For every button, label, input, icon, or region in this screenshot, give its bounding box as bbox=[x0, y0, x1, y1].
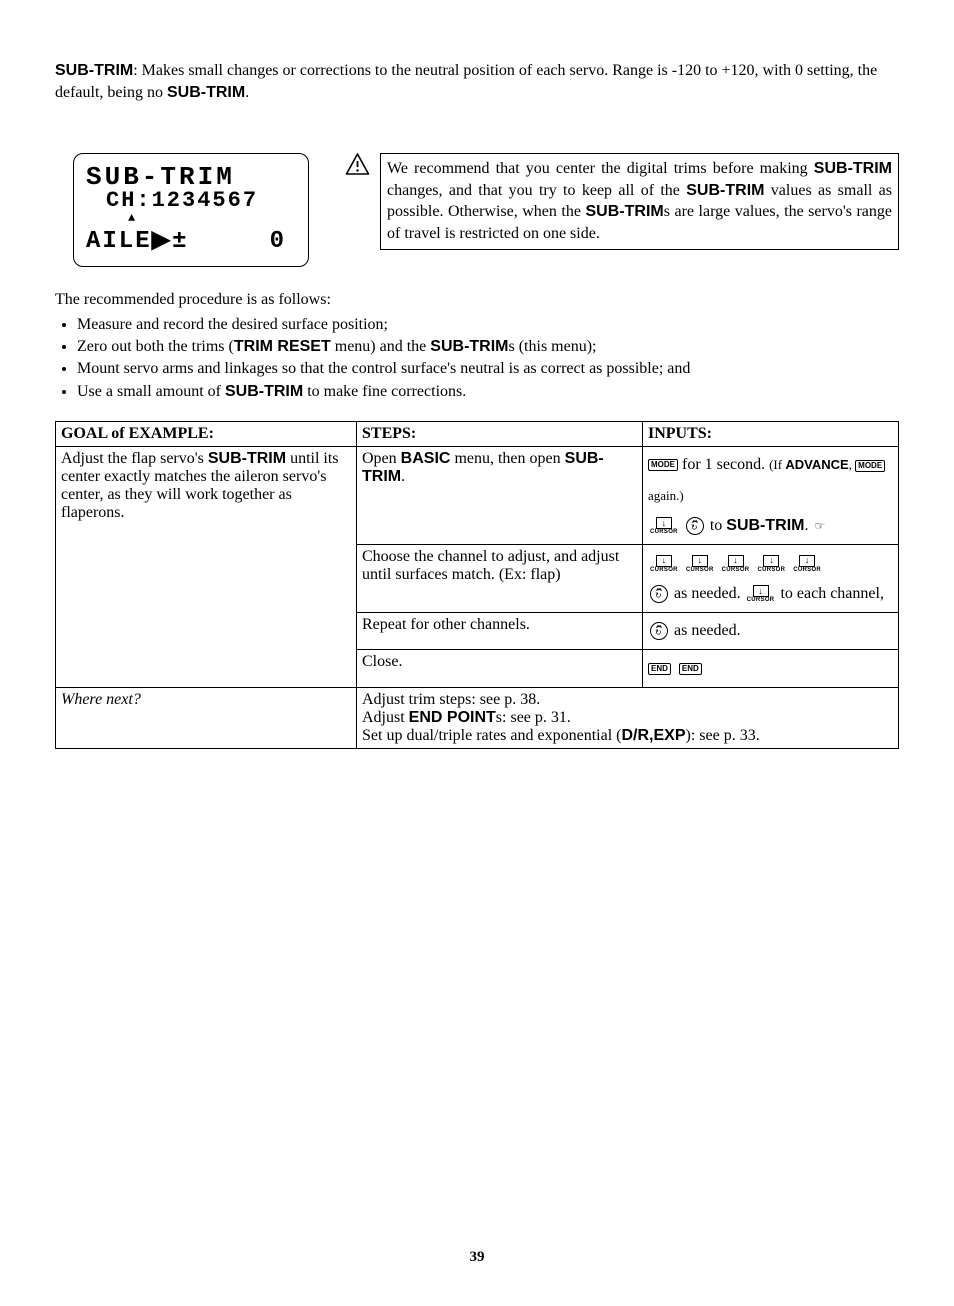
lcd-marker: ▲ bbox=[128, 212, 296, 224]
lcd-title: SUB-TRIM bbox=[86, 164, 296, 190]
inputs-cell: ↓CURSOR ↓CURSOR ↓CURSOR ↓CURSOR ↓CURSOR … bbox=[643, 545, 899, 613]
warning-icon bbox=[345, 153, 370, 175]
procedure-lead: The recommended procedure is as follows: bbox=[55, 289, 899, 311]
cursor-icon: ↓CURSOR bbox=[757, 555, 785, 573]
warning-box: We recommend that you center the digital… bbox=[380, 153, 899, 249]
intro-paragraph: SUB-TRIM: Makes small changes or correct… bbox=[55, 60, 899, 103]
inputs-cell: MODE for 1 second. (If ADVANCE, MODE aga… bbox=[643, 447, 899, 545]
example-table: GOAL of EXAMPLE: STEPS: INPUTS: Adjust t… bbox=[55, 421, 899, 749]
dial-icon: ↻ bbox=[650, 585, 668, 603]
cursor-icon: ↓CURSOR bbox=[747, 585, 775, 603]
dial-icon: ↻ bbox=[650, 622, 668, 640]
mode-button-icon: MODE bbox=[648, 459, 678, 471]
press-icon: ☞ bbox=[814, 515, 824, 538]
cursor-icon: ↓CURSOR bbox=[686, 555, 714, 573]
where-next-label: Where next? bbox=[56, 687, 357, 748]
dial-icon: ↻ bbox=[686, 517, 704, 535]
procedure-item: Zero out both the trims (TRIM RESET menu… bbox=[77, 336, 899, 358]
cursor-icon: ↓CURSOR bbox=[793, 555, 821, 573]
goal-cell: Adjust the flap servo's SUB-TRIM until i… bbox=[56, 447, 357, 688]
step-cell: Open BASIC menu, then open SUB-TRIM. bbox=[357, 447, 643, 545]
intro-term: SUB-TRIM bbox=[55, 62, 133, 79]
end-button-icon: END bbox=[648, 663, 671, 675]
lcd-screen: SUB-TRIM CH:1234567 ▲ AILE▶± 0 bbox=[73, 153, 309, 267]
procedure-item: Mount servo arms and linkages so that th… bbox=[77, 358, 899, 380]
cursor-icon: ↓CURSOR bbox=[650, 517, 678, 535]
lcd-value-row: AILE▶± 0 bbox=[86, 230, 296, 254]
lcd-channels: CH:1234567 bbox=[106, 190, 296, 212]
where-next-content: Adjust trim steps: see p. 38. Adjust END… bbox=[357, 687, 899, 748]
step-cell: Close. bbox=[357, 650, 643, 687]
mode-button-icon: MODE bbox=[855, 460, 885, 472]
procedure-section: The recommended procedure is as follows:… bbox=[55, 289, 899, 403]
cursor-icon: ↓CURSOR bbox=[650, 555, 678, 573]
procedure-item: Use a small amount of SUB-TRIM to make f… bbox=[77, 381, 899, 403]
step-cell: Repeat for other channels. bbox=[357, 613, 643, 650]
step-cell: Choose the channel to adjust, and adjust… bbox=[357, 545, 643, 613]
table-header-inputs: INPUTS: bbox=[643, 422, 899, 447]
page-number: 39 bbox=[55, 1249, 899, 1266]
inputs-cell: ↻ as needed. bbox=[643, 613, 899, 650]
end-button-icon: END bbox=[679, 663, 702, 675]
table-header-steps: STEPS: bbox=[357, 422, 643, 447]
cursor-icon: ↓CURSOR bbox=[722, 555, 750, 573]
procedure-item: Measure and record the desired surface p… bbox=[77, 314, 899, 336]
table-header-goal: GOAL of EXAMPLE: bbox=[56, 422, 357, 447]
inputs-cell: END END bbox=[643, 650, 899, 687]
